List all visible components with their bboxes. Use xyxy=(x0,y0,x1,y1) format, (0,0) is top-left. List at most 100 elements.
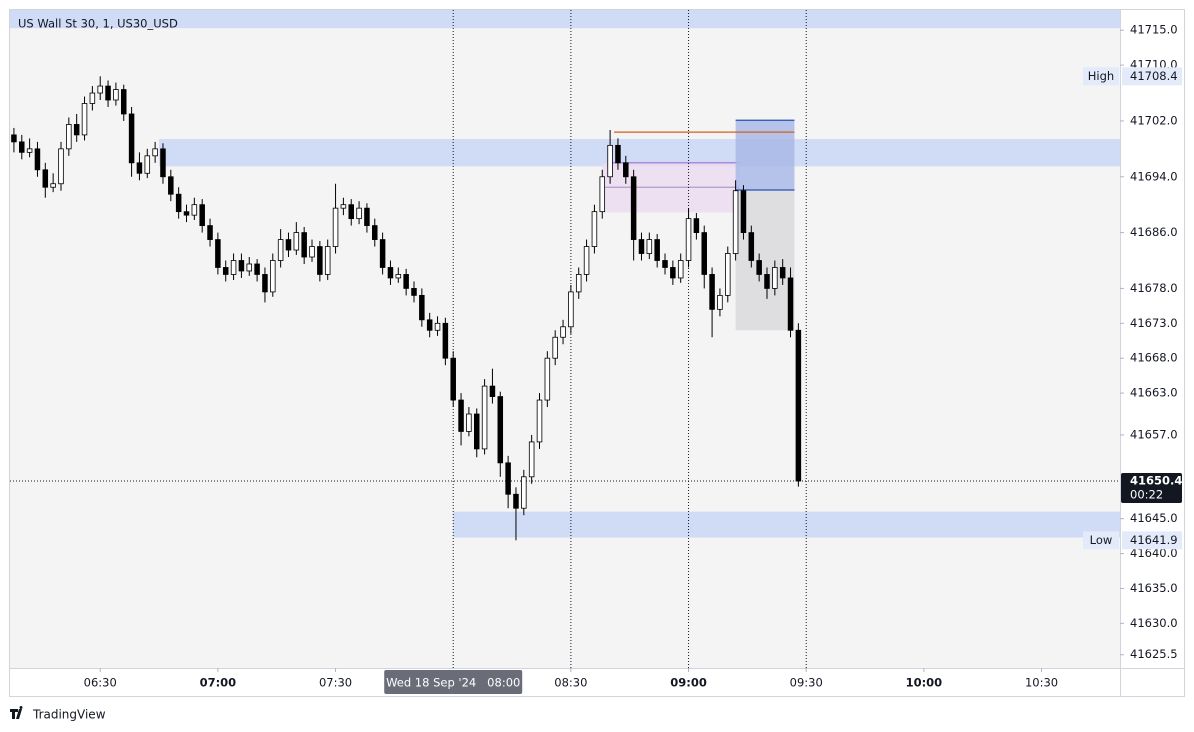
candle-body xyxy=(277,239,284,261)
y-tick-label: 41673.0 xyxy=(1130,316,1178,330)
last-price-countdown: 00:22 xyxy=(1130,487,1163,501)
candle-body xyxy=(58,148,64,185)
candle-body xyxy=(66,124,72,150)
high-value-bg xyxy=(1122,67,1182,86)
candle-body xyxy=(340,204,347,209)
x-tick-label: 10:00 xyxy=(906,676,943,690)
candle-body xyxy=(607,144,613,178)
candle-body xyxy=(238,260,245,272)
candle-body xyxy=(497,396,504,464)
x-tick-label: 06:30 xyxy=(84,676,117,690)
candle-body xyxy=(709,274,715,310)
high-value: 41708.4 xyxy=(1130,69,1178,83)
candle-body xyxy=(222,267,229,275)
candle-body xyxy=(183,211,190,216)
candle-body xyxy=(324,246,331,275)
candle-body xyxy=(379,239,386,268)
candle-body xyxy=(662,260,668,268)
candle-body xyxy=(419,294,425,321)
candle-body xyxy=(309,246,315,258)
candle-body xyxy=(411,288,417,296)
candle-body xyxy=(450,357,456,401)
candle-body xyxy=(372,225,378,240)
candle-body xyxy=(630,176,637,240)
last-price-bg xyxy=(1121,472,1182,503)
candle-body xyxy=(113,89,119,101)
candle-body xyxy=(73,124,80,136)
candle-body xyxy=(638,239,645,254)
y-tick-label: 41635.0 xyxy=(1130,581,1178,595)
candle-body xyxy=(254,263,260,275)
candle-body xyxy=(230,260,237,275)
candle-body xyxy=(81,103,88,136)
y-tick-label: 41663.0 xyxy=(1130,386,1178,400)
candle-body xyxy=(128,113,135,164)
chart-title: US Wall St 30, 1, US30_USD xyxy=(18,17,178,31)
candle-body xyxy=(685,218,692,261)
candle-body xyxy=(575,274,582,293)
candle-body xyxy=(623,162,629,178)
candle-body xyxy=(387,267,394,279)
candle-body xyxy=(152,148,158,157)
candle-body xyxy=(168,176,174,195)
x-tick-label: 07:30 xyxy=(319,676,352,690)
candle-body xyxy=(568,291,574,328)
candle-body xyxy=(473,413,480,450)
candle-body xyxy=(646,239,653,254)
candle-body xyxy=(458,399,464,432)
low-value-bg xyxy=(1122,531,1182,550)
candle-body xyxy=(654,239,660,261)
zone xyxy=(735,120,795,191)
y-tick-label: 41630.0 xyxy=(1130,616,1178,630)
y-tick-label: 41668.0 xyxy=(1130,351,1178,365)
candle-body xyxy=(489,385,496,397)
candle-body xyxy=(426,319,433,331)
high-tag: High xyxy=(1088,69,1114,83)
candle-body xyxy=(364,207,370,227)
candle-body xyxy=(725,253,731,296)
candle-body xyxy=(536,399,543,443)
candle-body xyxy=(677,260,684,279)
y-tick-label: 41657.0 xyxy=(1130,427,1178,441)
x-tick-label: 08:30 xyxy=(554,676,587,690)
candle-body xyxy=(528,441,535,478)
candle-body xyxy=(144,155,151,174)
candle-body xyxy=(764,274,770,289)
candle-body xyxy=(403,274,409,289)
candle-body xyxy=(120,89,127,115)
zone xyxy=(10,10,1120,29)
footer-logo xyxy=(10,706,23,719)
candle-body xyxy=(89,92,96,104)
candle-body xyxy=(591,211,598,247)
low-tag-bg xyxy=(1083,531,1119,550)
candle-body xyxy=(395,274,402,279)
candle-body xyxy=(583,246,590,275)
candle-body xyxy=(513,493,519,509)
x-tick-label: 10:30 xyxy=(1025,676,1058,690)
last-price-value: 41650.4 xyxy=(1130,473,1182,487)
candle-body xyxy=(348,204,354,220)
crosshair-label-bg xyxy=(384,670,523,694)
x-tick-label: 09:00 xyxy=(670,676,707,690)
candle-body xyxy=(560,326,566,338)
x-tick-label: 07:00 xyxy=(200,676,237,690)
candle-body xyxy=(199,204,205,227)
candle-body xyxy=(301,232,307,258)
low-tag: Low xyxy=(1090,533,1113,547)
candle-body xyxy=(285,239,292,251)
candle-body xyxy=(270,260,276,293)
candle-body xyxy=(160,148,166,178)
candle-body xyxy=(19,141,25,153)
candle-body xyxy=(670,267,676,279)
candle-body xyxy=(191,204,198,216)
candle-body xyxy=(552,336,558,359)
footer-brand: TradingView xyxy=(32,708,106,722)
y-tick-label: 41715.0 xyxy=(1130,23,1178,37)
candle-body xyxy=(215,239,221,268)
candle-body xyxy=(105,85,111,101)
candle-body xyxy=(701,232,707,275)
candle-body xyxy=(732,190,739,254)
candle-body xyxy=(693,218,700,233)
candle-body xyxy=(97,85,103,94)
